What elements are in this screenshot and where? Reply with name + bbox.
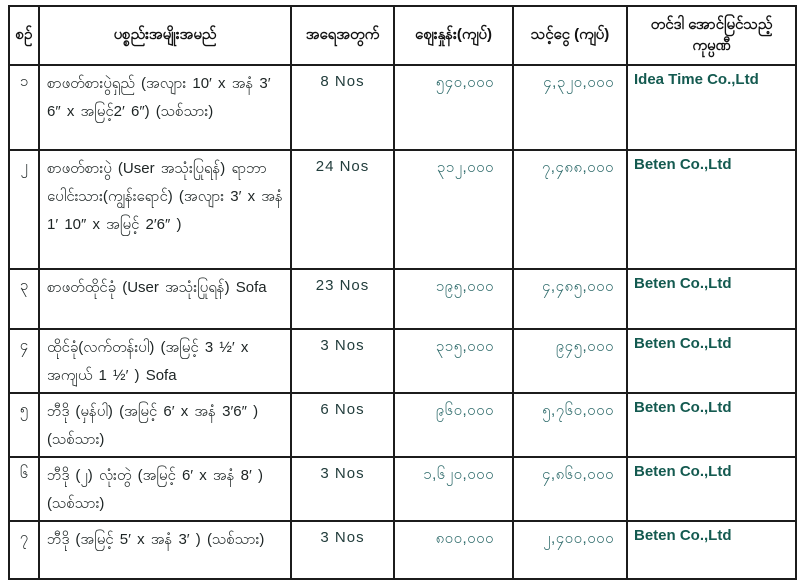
cell-quantity: 24 Nos — [290, 149, 395, 270]
table-row: ၇ ဘီဒို (အမြင့် 5′ x အနံ 3′ ) (သစ်သား) 3… — [8, 520, 797, 580]
cell-item-name: စာဖတ်စားပွဲ (User အသုံးပြုရန်) ရာဘာပေါင်… — [38, 149, 292, 270]
table-row: ၄ ထိုင်ခုံ(လက်တန်းပါ) (အမြင့် 3 ½′ x အကျ… — [8, 328, 797, 394]
table-row: ၂ စာဖတ်စားပွဲ (User အသုံးပြုရန်) ရာဘာပေါ… — [8, 149, 797, 270]
cell-company-name: Beten Co.,Ltd — [626, 268, 797, 330]
cell-company-name: Beten Co.,Ltd — [626, 328, 797, 394]
cell-item-name: စာဖတ်စားပွဲရှည် (အလျား 10′ x အနံ 3′ 6″ x… — [38, 64, 292, 151]
cell-amount: ၄,၈၆၀,၀၀၀ — [512, 456, 628, 522]
cell-unit-price: ၃၁၅,၀၀၀ — [393, 328, 514, 394]
cell-serial-number: ၇ — [8, 520, 40, 580]
cell-company-name: Idea Time Co.,Ltd — [626, 64, 797, 151]
cell-item-name: ဘီဒို (မှန်ပါ) (အမြင့် 6′ x အနံ 3′6″ ) (… — [38, 392, 292, 458]
cell-serial-number: ၁ — [8, 64, 40, 151]
column-header-amount: သင့်ငွေ (ကျပ်) — [512, 5, 628, 66]
cell-serial-number: ၆ — [8, 456, 40, 522]
cell-amount: ၇,၄၈၈,၀၀၀ — [512, 149, 628, 270]
cell-amount: ၄,၃၂၀,၀၀၀ — [512, 64, 628, 151]
cell-item-name: ဘီဒို (၂) လုံးတွဲ (အမြင့် 6′ x အနံ 8′ ) … — [38, 456, 292, 522]
cell-serial-number: ၄ — [8, 328, 40, 394]
table-row: ၆ ဘီဒို (၂) လုံးတွဲ (အမြင့် 6′ x အနံ 8′ … — [8, 456, 797, 522]
table-row: ၃ စာဖတ်ထိုင်ခုံ (User အသုံးပြုရန်) Sofa … — [8, 268, 797, 330]
table-row: ၅ ဘီဒို (မှန်ပါ) (အမြင့် 6′ x အနံ 3′6″ )… — [8, 392, 797, 458]
document-page: စဉ် ပစ္စည်းအမျိုးအမည် အရေအတွက် ဈေးနှုန်း… — [8, 5, 797, 580]
cell-unit-price: ၉၆၀,၀၀၀ — [393, 392, 514, 458]
cell-quantity: 3 Nos — [290, 456, 395, 522]
cell-company-name: Beten Co.,Ltd — [626, 520, 797, 580]
cell-company-name: Beten Co.,Ltd — [626, 149, 797, 270]
cell-amount: ၉၄၅,၀၀၀ — [512, 328, 628, 394]
column-header-item-name: ပစ္စည်းအမျိုးအမည် — [38, 5, 292, 66]
cell-amount: ၂,၄၀၀,၀၀၀ — [512, 520, 628, 580]
tender-result-table: စဉ် ပစ္စည်းအမျိုးအမည် အရေအတွက် ဈေးနှုန်း… — [8, 5, 797, 580]
column-header-winning-company: တင်ဒါ အောင်မြင်သည့် ကုမ္ပဏီ — [626, 5, 797, 66]
header-row: စဉ် ပစ္စည်းအမျိုးအမည် အရေအတွက် ဈေးနှုန်း… — [8, 5, 797, 66]
cell-item-name: ဘီဒို (အမြင့် 5′ x အနံ 3′ ) (သစ်သား) — [38, 520, 292, 580]
cell-unit-price: ၃၁၂,၀၀၀ — [393, 149, 514, 270]
cell-quantity: 23 Nos — [290, 268, 395, 330]
cell-unit-price: ၁၉၅,၀၀၀ — [393, 268, 514, 330]
cell-unit-price: ၁,၆၂၀,၀၀၀ — [393, 456, 514, 522]
column-header-quantity: အရေအတွက် — [290, 5, 395, 66]
column-header-serial: စဉ် — [8, 5, 40, 66]
cell-serial-number: ၅ — [8, 392, 40, 458]
cell-serial-number: ၂ — [8, 149, 40, 270]
table-row: ၁ စာဖတ်စားပွဲရှည် (အလျား 10′ x အနံ 3′ 6″… — [8, 64, 797, 151]
cell-unit-price: ၅၄၀,၀၀၀ — [393, 64, 514, 151]
cell-item-name: ထိုင်ခုံ(လက်တန်းပါ) (အမြင့် 3 ½′ x အကျယ်… — [38, 328, 292, 394]
column-header-unit-price: ဈေးနှုန်း(ကျပ်) — [393, 5, 514, 66]
cell-item-name: စာဖတ်ထိုင်ခုံ (User အသုံးပြုရန်) Sofa — [38, 268, 292, 330]
cell-amount: ၅,၇၆၀,၀၀၀ — [512, 392, 628, 458]
cell-serial-number: ၃ — [8, 268, 40, 330]
cell-company-name: Beten Co.,Ltd — [626, 392, 797, 458]
cell-quantity: 3 Nos — [290, 520, 395, 580]
cell-company-name: Beten Co.,Ltd — [626, 456, 797, 522]
cell-quantity: 8 Nos — [290, 64, 395, 151]
cell-amount: ၄,၄၈၅,၀၀၀ — [512, 268, 628, 330]
cell-quantity: 6 Nos — [290, 392, 395, 458]
cell-quantity: 3 Nos — [290, 328, 395, 394]
cell-unit-price: ၈၀၀,၀၀၀ — [393, 520, 514, 580]
